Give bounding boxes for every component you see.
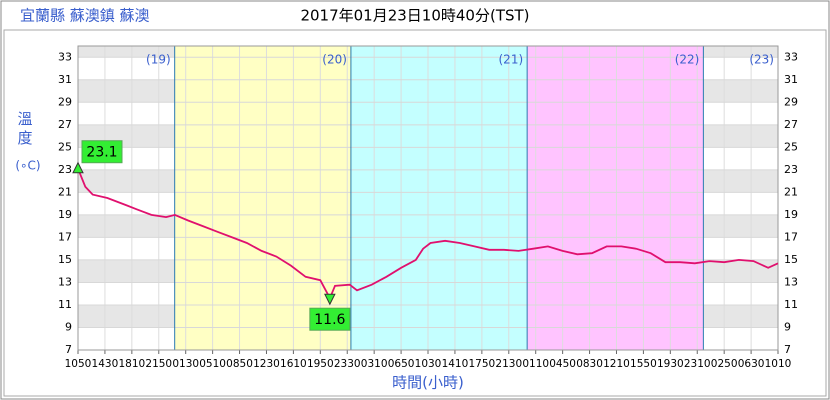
y-axis-unit: (∘C) — [15, 159, 40, 173]
y-tick-label: 27 — [58, 118, 72, 131]
x-tick-label: 0110 — [522, 358, 549, 370]
y-tick-label-right: 33 — [784, 50, 798, 63]
y-tick-label: 25 — [58, 140, 72, 153]
x-tick-label: 1950 — [307, 358, 334, 370]
y-tick-label: 9 — [65, 320, 72, 333]
marker-label-box — [309, 307, 351, 331]
y-tick-label: 33 — [58, 50, 72, 63]
x-tick-label: 1030 — [415, 358, 442, 370]
x-tick-label: 2150 — [145, 358, 172, 370]
x-tick-label: 1010 — [765, 358, 792, 370]
x-tick-label: 1810 — [118, 358, 145, 370]
day-region — [350, 46, 528, 350]
y-tick-label-right: 9 — [784, 320, 791, 333]
y-tick-label: 31 — [58, 73, 72, 86]
marker-label-box — [81, 140, 123, 164]
day-label: (19) — [146, 53, 171, 67]
x-tick-label: 1610 — [280, 358, 307, 370]
x-tick-label: 2130 — [495, 358, 522, 370]
inner-frame — [3, 29, 827, 397]
y-tick-label: 7 — [65, 343, 72, 356]
x-tick-label: 1210 — [603, 358, 630, 370]
day-label: (21) — [499, 53, 524, 67]
x-tick-label: 0250 — [711, 358, 738, 370]
y-tick-label-right: 19 — [784, 208, 798, 221]
y-tick-label: 19 — [58, 208, 72, 221]
day-label: (22) — [675, 53, 700, 67]
x-tick-label: 0630 — [738, 358, 765, 370]
marker-label: 11.6 — [314, 312, 345, 328]
x-tick-label: 2330 — [334, 358, 361, 370]
extreme-marker — [324, 293, 336, 306]
x-tick-label: 0130 — [172, 358, 199, 370]
y-tick-label-right: 11 — [784, 298, 798, 311]
y-tick-label-right: 23 — [784, 163, 798, 176]
x-tick-label: 1550 — [630, 358, 657, 370]
x-tick-label: 0450 — [549, 358, 576, 370]
x-tick-label: 0650 — [388, 358, 415, 370]
x-tick-label: 1750 — [468, 358, 495, 370]
y-tick-label: 15 — [58, 253, 72, 266]
y-tick-label-right: 31 — [784, 73, 798, 86]
plot-border — [77, 45, 779, 351]
y-tick-label: 23 — [58, 163, 72, 176]
station-name: 宜蘭縣 蘇澳鎮 蘇澳 — [20, 7, 150, 25]
y-tick-label-right: 25 — [784, 140, 798, 153]
chart-title: 2017年01月23日10時40分(TST) — [300, 7, 529, 25]
x-tick-label: 1050 — [65, 358, 92, 370]
y-tick-label-right: 7 — [784, 343, 791, 356]
day-region — [174, 46, 351, 350]
y-tick-label-right: 17 — [784, 230, 798, 243]
temperature-line — [77, 168, 779, 301]
x-tick-label: 1430 — [92, 358, 119, 370]
x-tick-label: 0850 — [226, 358, 253, 370]
y-tick-label: 13 — [58, 275, 72, 288]
y-tick-label-right: 13 — [784, 275, 798, 288]
y-tick-label-right: 21 — [784, 185, 798, 198]
y-tick-label: 21 — [58, 185, 72, 198]
y-tick-label: 29 — [58, 95, 72, 108]
y-tick-label: 17 — [58, 230, 72, 243]
y-tick-label-right: 15 — [784, 253, 798, 266]
day-region — [527, 46, 704, 350]
x-tick-label: 0310 — [361, 358, 388, 370]
y-axis-label: 溫度 — [16, 111, 34, 149]
y-tick-label-right: 29 — [784, 95, 798, 108]
day-label: (23) — [749, 53, 774, 67]
day-label: (20) — [322, 53, 347, 67]
y-tick-label-right: 27 — [784, 118, 798, 131]
x-tick-label: 1410 — [442, 358, 469, 370]
x-tick-label: 0830 — [576, 358, 603, 370]
extreme-marker — [72, 161, 84, 174]
x-tick-label: 0510 — [199, 358, 226, 370]
x-axis-label: 時間(小時) — [392, 374, 464, 392]
marker-label: 23.1 — [86, 145, 117, 161]
x-tick-label: 1230 — [253, 358, 280, 370]
x-tick-label: 1930 — [657, 358, 684, 370]
x-tick-label: 2310 — [684, 358, 711, 370]
y-tick-label: 11 — [58, 298, 72, 311]
